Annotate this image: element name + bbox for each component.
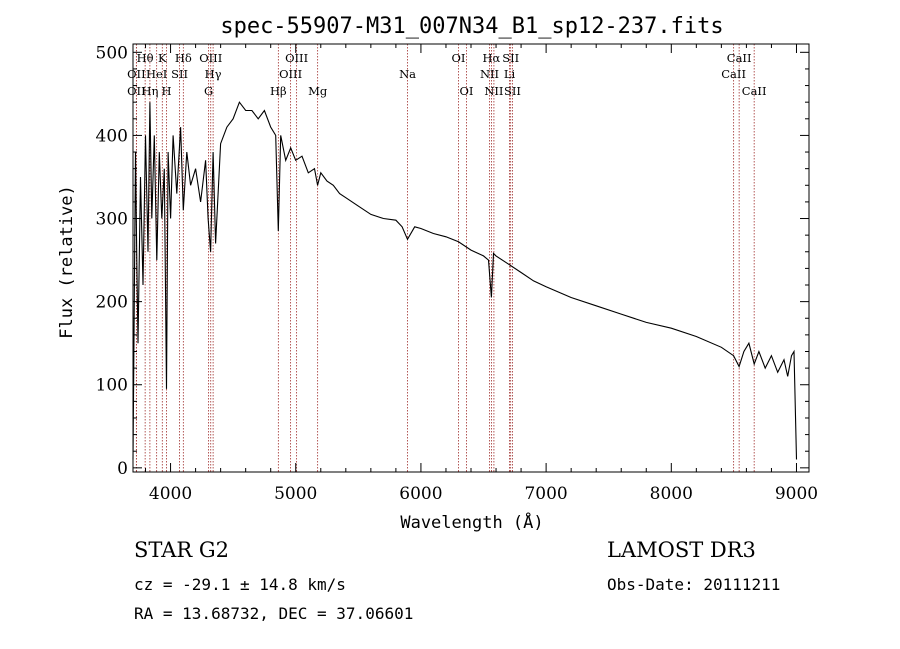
redshift-value: cz = -29.1 ± 14.8 km/s xyxy=(134,575,346,594)
y-axis-label: Flux (relative) xyxy=(57,185,77,339)
spectral-line-label: OIII xyxy=(199,51,222,65)
y-tick-label: 100 xyxy=(96,376,128,396)
spectral-line-label: OIII xyxy=(279,67,302,81)
y-tick-label: 300 xyxy=(96,210,128,230)
y-axis: 0 100 200 300 400 500 xyxy=(96,43,809,479)
spectral-line-label: G xyxy=(204,84,213,98)
spectral-line-label: CaII xyxy=(742,84,767,98)
spectral-line-label: OIII xyxy=(285,51,308,65)
spectral-line-label: OII xyxy=(127,67,146,81)
x-axis: 4000 5000 6000 7000 8000 9000 xyxy=(145,44,818,504)
chart-title: spec-55907-M31_007N34_B1_sp12-237.fits xyxy=(220,14,723,39)
x-tick-label: 8000 xyxy=(650,484,693,504)
spectral-line-label: Hα xyxy=(483,51,501,65)
x-tick-label: 9000 xyxy=(775,484,818,504)
x-tick-label: 7000 xyxy=(524,484,567,504)
y-tick-label: 0 xyxy=(117,459,128,479)
y-tick-label: 500 xyxy=(96,43,128,63)
spectral-line-label: Hθ xyxy=(137,51,154,65)
spectral-line-label: Na xyxy=(399,67,416,81)
spectral-line-label: OI xyxy=(451,51,465,65)
spectral-line-labels: OII OII Hθ Hη HeI K H SII Hδ OIII Hγ G Hβ OIII OIII Mg N… xyxy=(127,51,766,98)
spectral-line-label: Li xyxy=(504,67,516,81)
y-tick-label: 400 xyxy=(96,126,128,146)
spectral-line-label: OI xyxy=(460,84,474,98)
spectral-line-label: OII xyxy=(127,84,146,98)
spectral-line-label: SII xyxy=(502,51,519,65)
object-class: STAR G2 xyxy=(134,538,230,562)
spectral-line-label: Hη xyxy=(141,84,158,98)
plot-frame xyxy=(132,43,810,473)
spectral-line-label: H xyxy=(162,84,172,98)
spectral-line-label: Hβ xyxy=(270,84,287,98)
spectral-line-label: CaII xyxy=(721,67,746,81)
x-axis-label: Wavelength (Å) xyxy=(400,511,543,533)
spectral-line-label: NII xyxy=(480,67,499,81)
spectral-line-label: Hδ xyxy=(175,51,192,65)
spectral-line-label: HeI xyxy=(146,67,167,81)
x-tick-label: 5000 xyxy=(274,484,317,504)
spectral-line-label: Mg xyxy=(308,84,328,98)
spectral-line-label: SII xyxy=(171,67,188,81)
spectral-line-label: SII xyxy=(504,84,521,98)
spectral-line-label: Hγ xyxy=(205,67,222,81)
survey-name: LAMOST DR3 xyxy=(607,538,756,562)
spectral-line-label: K xyxy=(158,51,167,65)
x-tick-label: 6000 xyxy=(399,484,442,504)
y-tick-label: 200 xyxy=(96,293,128,313)
x-tick-label: 4000 xyxy=(149,484,192,504)
sky-coordinates: RA = 13.68732, DEC = 37.06601 xyxy=(134,604,414,623)
spectrum-line xyxy=(132,101,798,460)
spectral-line-markers xyxy=(135,44,755,472)
observation-date: Obs-Date: 20111211 xyxy=(607,575,781,594)
spectral-line-label: CaII xyxy=(727,51,752,65)
spectral-line-label: NII xyxy=(484,84,503,98)
